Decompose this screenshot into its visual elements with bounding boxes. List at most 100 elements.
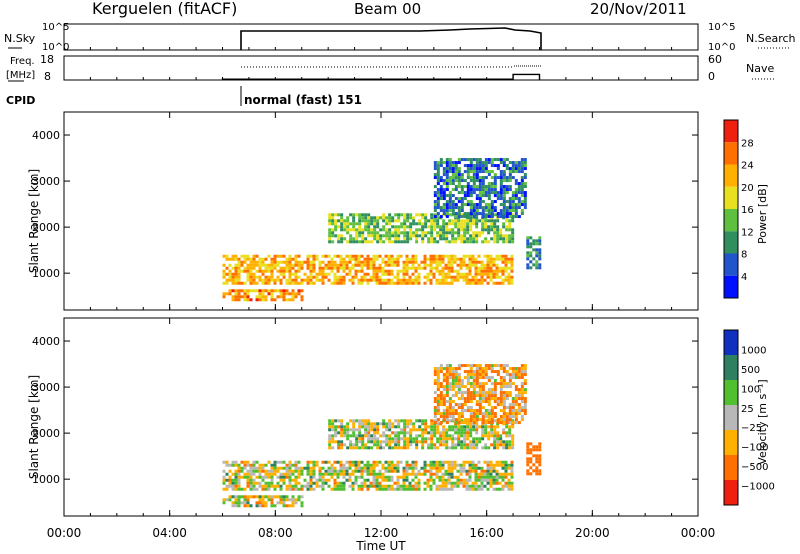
heatmap-cell: [447, 487, 451, 491]
heatmap-cell: [348, 475, 352, 479]
heatmap-cell: [472, 364, 476, 368]
heatmap-cell: [520, 209, 524, 213]
heatmap-cell: [442, 425, 446, 429]
heatmap-cell: [472, 212, 476, 216]
heatmap-cell: [436, 431, 440, 435]
heatmap-cell: [340, 446, 344, 450]
heatmap-cell: [445, 173, 449, 177]
heatmap-cell: [372, 278, 376, 282]
heatmap-cell: [489, 469, 493, 473]
heatmap-cell: [475, 431, 479, 435]
heatmap-cell: [285, 504, 289, 508]
heatmap-cell: [285, 484, 289, 488]
heatmap-cell: [340, 431, 344, 435]
heatmap-cell: [403, 440, 407, 444]
heatmap-cell: [403, 437, 407, 441]
heatmap-cell: [409, 213, 413, 217]
heatmap-cell: [445, 176, 449, 180]
heatmap-cell: [406, 419, 410, 423]
heatmap-cell: [489, 263, 493, 267]
heatmap-cell: [373, 225, 377, 229]
heatmap-cell: [222, 275, 226, 279]
heatmap-cell: [508, 176, 512, 180]
heatmap-cell: [361, 219, 365, 223]
heatmap-cell: [402, 469, 406, 473]
heatmap-cell: [409, 422, 413, 426]
heatmap-cell: [339, 484, 343, 488]
heatmap-cell: [282, 266, 286, 270]
heatmap-cell: [474, 278, 478, 282]
heatmap-cell: [243, 295, 247, 299]
heatmap-cell: [364, 237, 368, 241]
heatmap-cell: [486, 272, 490, 276]
heatmap-cell: [415, 440, 419, 444]
heatmap-cell: [448, 415, 452, 419]
heatmap-cell: [514, 421, 518, 425]
heatmap-cell: [502, 212, 506, 216]
heatmap-cell: [300, 263, 304, 267]
heatmap-cell: [459, 263, 463, 267]
heatmap-cell: [255, 481, 259, 485]
colorbar-swatch: [724, 142, 738, 165]
heatmap-cell: [397, 219, 401, 223]
heatmap-cell: [471, 481, 475, 485]
heatmap-cell: [472, 446, 476, 450]
heatmap-cell: [457, 167, 461, 171]
heatmap-cell: [264, 501, 268, 505]
heatmap-cell: [367, 446, 371, 450]
heatmap-cell: [294, 481, 298, 485]
heatmap-cell: [367, 422, 371, 426]
heatmap-cell: [448, 388, 452, 392]
heatmap-cell: [475, 409, 479, 413]
heatmap-cell: [477, 266, 481, 270]
heatmap-cell: [364, 228, 368, 232]
heatmap-cell: [469, 394, 473, 398]
heatmap-cell: [427, 425, 431, 429]
colorbar-tick-label: −1000: [741, 482, 775, 493]
heatmap-cell: [480, 278, 484, 282]
heatmap-cell: [408, 466, 412, 470]
heatmap-cell: [276, 269, 280, 273]
freq-right-tick-top: 60: [708, 53, 722, 66]
heatmap-cell: [255, 487, 259, 491]
heatmap-cell: [532, 239, 536, 243]
heatmap-cell: [469, 167, 473, 171]
heatmap-cell: [517, 412, 521, 416]
heatmap-cell: [504, 266, 508, 270]
heatmap-cell: [457, 234, 461, 238]
heatmap-cell: [315, 257, 319, 261]
heatmap-cell: [403, 237, 407, 241]
heatmap-cell: [483, 484, 487, 488]
heatmap-cell: [496, 234, 500, 238]
heatmap-cell: [469, 397, 473, 401]
heatmap-cell: [343, 225, 347, 229]
heatmap-cell: [381, 487, 385, 491]
heatmap-cell: [454, 421, 458, 425]
heatmap-cell: [496, 434, 500, 438]
heatmap-cell: [520, 182, 524, 186]
heatmap-cell: [472, 418, 476, 422]
heatmap-cell: [463, 170, 467, 174]
heatmap-cell: [429, 469, 433, 473]
heatmap-cell: [328, 222, 332, 226]
heatmap-cell: [481, 222, 485, 226]
heatmap-cell: [436, 422, 440, 426]
heatmap-cell: [397, 434, 401, 438]
heatmap-cell: [327, 484, 331, 488]
heatmap-cell: [439, 364, 443, 368]
heatmap-cell: [499, 391, 503, 395]
heatmap-cell: [285, 298, 289, 302]
heatmap-cell: [385, 219, 389, 223]
heatmap-cell: [444, 478, 448, 482]
heatmap-cell: [430, 440, 434, 444]
heatmap-cell: [387, 463, 391, 467]
heatmap-cell: [403, 240, 407, 244]
heatmap-cell: [535, 242, 539, 246]
heatmap-cell: [474, 487, 478, 491]
heatmap-cell: [328, 446, 332, 450]
heatmap-cell: [234, 469, 238, 473]
heatmap-cell: [258, 463, 262, 467]
heatmap-cell: [270, 475, 274, 479]
colorbar-swatch: [724, 355, 738, 380]
heatmap-cell: [258, 495, 262, 499]
